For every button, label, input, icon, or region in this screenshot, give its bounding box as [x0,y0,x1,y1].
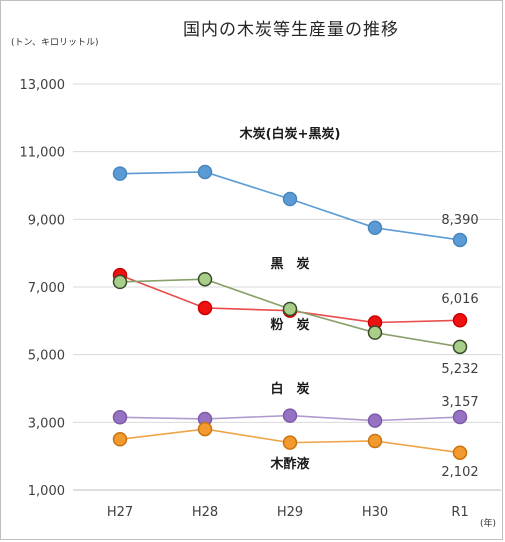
data-point [452,232,468,248]
x-tick-label: R1 [451,505,468,520]
x-tick-label: H29 [277,505,303,520]
data-point [197,300,213,316]
x-axis-ticks: H27 H28 H29 H30 R1 [107,505,469,520]
data-point [197,164,213,180]
series-0 [112,164,468,248]
y-tick-label: 7,000 [28,281,65,296]
series-2 [112,271,468,355]
data-label: 8,390 [441,213,478,228]
data-point [112,410,128,425]
data-point [197,421,213,437]
data-label: 2,102 [441,465,478,480]
series-annotations: 木炭(白炭+黒炭) 8,390 黒 炭 6,016 粉 炭 5,232 白 炭 3,157 木酢… [239,126,479,480]
data-point [112,274,128,290]
series-4 [112,421,468,460]
data-point [112,166,128,181]
chart-title: 国内の木炭等生産量の推移 [183,20,399,40]
data-point [452,313,468,328]
data-label: 3,157 [441,395,478,410]
y-tick-label: 1,000 [28,484,65,499]
series-name-label: 黒 炭 [270,256,309,272]
series-name-label: 木炭(白炭+黒炭) [239,126,341,142]
y-axis-unit-label: (トン、キロリットル) [11,38,98,48]
x-axis-unit-label: (年) [480,517,496,529]
x-tick-label: H28 [192,505,218,520]
series-group [112,164,468,460]
data-point [282,301,298,317]
data-point [367,413,383,428]
data-point [452,409,468,425]
data-point [112,432,128,447]
data-point [282,191,298,207]
data-point [367,220,383,236]
data-point [367,433,383,449]
y-tick-label: 9,000 [28,213,65,228]
data-label: 6,016 [441,292,478,307]
gridlines [73,83,501,491]
y-tick-label: 11,000 [20,146,66,161]
data-point [282,408,298,423]
data-point [367,325,383,340]
y-tick-label: 5,000 [28,349,65,364]
data-point [197,271,213,287]
y-tick-label: 13,000 [20,78,66,93]
y-axis-ticks: 1,000 3,000 5,000 7,000 9,000 11,000 13,000 [20,78,66,499]
series-3 [112,408,468,428]
data-point [282,435,298,450]
series-name-label: 木酢液 [269,456,309,472]
x-tick-label: H30 [362,505,388,520]
x-tick-label: H27 [107,505,133,520]
series-name-label: 粉 炭 [270,317,309,333]
data-point [452,339,468,355]
data-point [452,445,468,460]
series-name-label: 白 炭 [270,381,309,397]
y-tick-label: 3,000 [28,416,65,431]
data-label: 5,232 [441,362,478,377]
